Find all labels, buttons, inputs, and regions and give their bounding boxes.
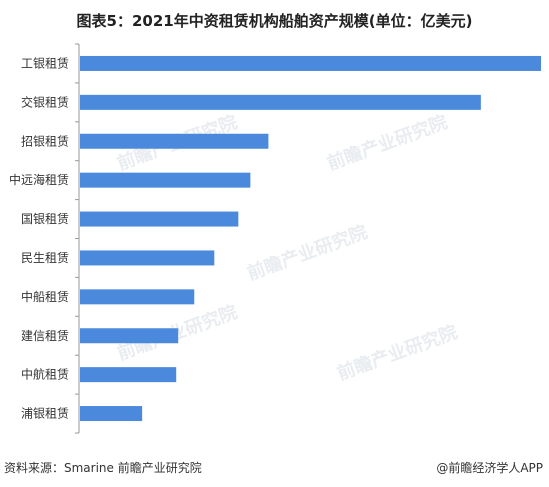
watermark-text: 前瞻产业研究院 [244, 221, 370, 285]
bar-9 [80, 367, 177, 383]
category-label: 交银租赁 [21, 94, 69, 109]
bar-10 [80, 406, 143, 422]
bar-6 [80, 250, 215, 266]
category-label: 中船租赁 [21, 289, 69, 304]
bar-3 [80, 133, 269, 149]
chart-title: 图表5：2021年中资租赁机构船舶资产规模(单位：亿美元) [76, 12, 473, 30]
watermark-text: 前瞻产业研究院 [324, 111, 450, 175]
bar-5 [80, 211, 239, 227]
bar-1 [80, 55, 541, 71]
category-label: 中远海租赁 [9, 172, 69, 187]
watermark-text: 前瞻产业研究院 [334, 321, 460, 385]
category-label: 建信租赁 [21, 329, 69, 343]
category-label: 招银租赁 [21, 134, 69, 148]
category-label: 国银租赁 [21, 212, 69, 226]
credit-note: @前瞻经济学人APP [436, 461, 543, 475]
bar-4 [80, 172, 251, 188]
bar-7 [80, 289, 195, 305]
category-label: 民生租赁 [21, 251, 69, 265]
source-note: 资料来源：Smarine 前瞻产业研究院 [4, 461, 202, 475]
category-label: 工银租赁 [21, 56, 69, 70]
category-label: 中航租赁 [21, 367, 69, 382]
bar-2 [80, 94, 481, 110]
category-label: 浦银租赁 [21, 407, 69, 421]
bar-8 [80, 328, 179, 344]
